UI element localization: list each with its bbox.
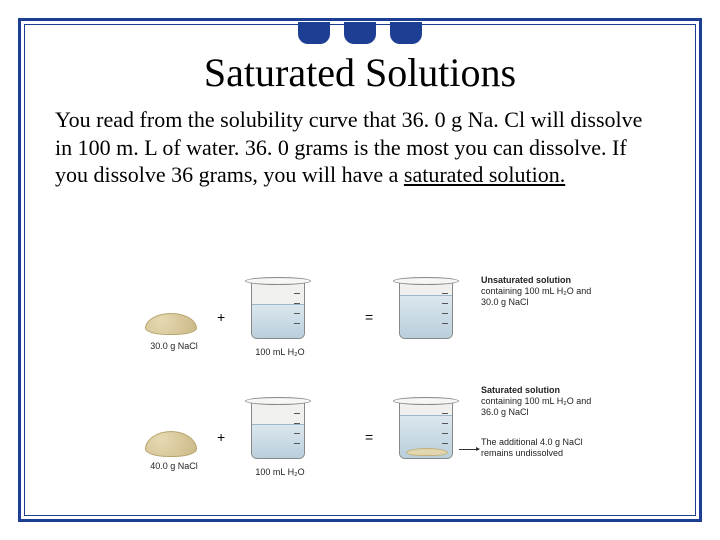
beaker-body: [399, 401, 453, 459]
salt-pile-icon: [145, 431, 197, 457]
beaker-lip: [393, 277, 459, 285]
desc-title: Saturated solution: [481, 385, 611, 396]
beaker-tick: [294, 423, 300, 424]
beaker-tick: [442, 423, 448, 424]
diagram-row-unsaturated: 30.0 g NaCl + 100 mL H₂O =: [145, 265, 615, 380]
beaker-tick: [294, 303, 300, 304]
salt-pile-label: 30.0 g NaCl: [145, 341, 203, 351]
beaker-tick: [442, 443, 448, 444]
body-underlined: saturated solution.: [404, 162, 565, 187]
salt-pile-icon: [145, 313, 197, 335]
water-fill: [252, 304, 304, 338]
arrow-icon: [459, 449, 479, 450]
beaker-solution-icon: [393, 273, 459, 343]
beaker-water-icon: [245, 273, 311, 343]
plus-sign: +: [217, 429, 225, 445]
beaker-tick: [442, 413, 448, 414]
beaker-tick: [294, 323, 300, 324]
beaker-tick: [442, 313, 448, 314]
slide-body-text: You read from the solubility curve that …: [55, 106, 659, 189]
beaker-tick: [442, 323, 448, 324]
notch-icon: [298, 22, 330, 44]
beaker-water-label: 100 mL H₂O: [241, 467, 319, 477]
beaker-body: [399, 281, 453, 339]
undissolved-salt-icon: [406, 448, 448, 456]
equals-sign: =: [365, 429, 373, 445]
beaker-tick: [294, 443, 300, 444]
diagram-row-saturated: 40.0 g NaCl + 100 mL H₂O =: [145, 385, 615, 500]
beaker-tick: [442, 293, 448, 294]
water-fill: [400, 295, 452, 338]
beaker-lip: [393, 397, 459, 405]
beaker-tick: [294, 413, 300, 414]
frame-notches: [298, 22, 422, 44]
notch-icon: [390, 22, 422, 44]
desc-extra: The additional 4.0 g NaCl remains undiss…: [481, 437, 583, 458]
equals-sign: =: [365, 309, 373, 325]
notch-icon: [344, 22, 376, 44]
water-fill: [252, 424, 304, 458]
slide-title: Saturated Solutions: [25, 49, 695, 96]
beaker-tick: [294, 293, 300, 294]
undissolved-description: The additional 4.0 g NaCl remains undiss…: [481, 437, 611, 459]
beaker-tick: [442, 303, 448, 304]
beaker-lip: [245, 277, 311, 285]
beaker-water-icon: [245, 393, 311, 463]
solution-diagram: 30.0 g NaCl + 100 mL H₂O =: [145, 265, 615, 515]
saturated-description: Saturated solution containing 100 mL H₂O…: [481, 385, 611, 417]
beaker-body: [251, 401, 305, 459]
desc-title: Unsaturated solution: [481, 275, 611, 286]
plus-sign: +: [217, 309, 225, 325]
beaker-lip: [245, 397, 311, 405]
inner-frame: Saturated Solutions You read from the so…: [24, 24, 696, 516]
beaker-saturated-icon: [393, 393, 459, 463]
desc-body: containing 100 mL H₂O and 30.0 g NaCl: [481, 286, 591, 307]
beaker-tick: [442, 433, 448, 434]
desc-body: containing 100 mL H₂O and 36.0 g NaCl: [481, 396, 591, 417]
beaker-water-label: 100 mL H₂O: [241, 347, 319, 357]
beaker-tick: [294, 313, 300, 314]
beaker-tick: [294, 433, 300, 434]
salt-pile-label: 40.0 g NaCl: [145, 461, 203, 471]
unsaturated-description: Unsaturated solution containing 100 mL H…: [481, 275, 611, 307]
beaker-body: [251, 281, 305, 339]
